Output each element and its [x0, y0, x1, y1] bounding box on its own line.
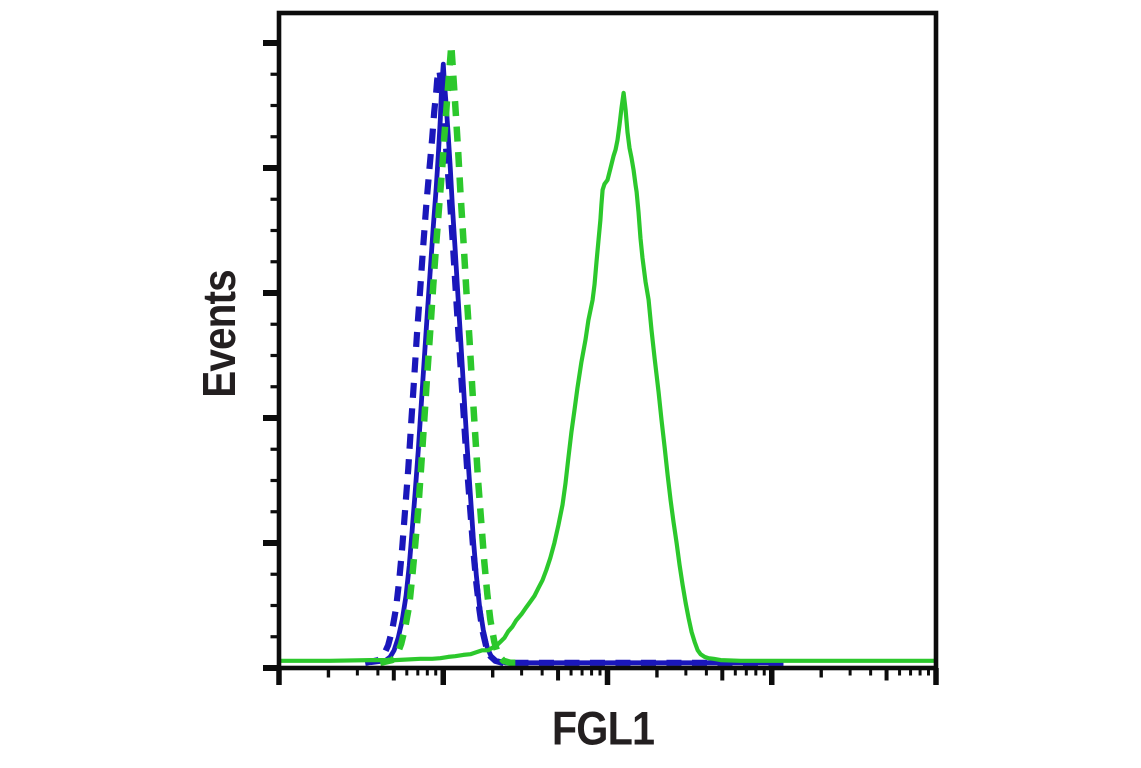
x-axis-ticks	[276, 668, 939, 685]
y-axis-ticks	[263, 40, 279, 671]
histogram-curve-green-solid	[279, 90, 936, 663]
histogram-curve-blue-solid	[369, 61, 771, 666]
y-axis-label: Events	[193, 270, 245, 398]
x-axis-label: FGL1	[551, 701, 655, 755]
histogram-curve-green-dashed-control	[379, 41, 526, 667]
plot-frame	[276, 10, 939, 671]
